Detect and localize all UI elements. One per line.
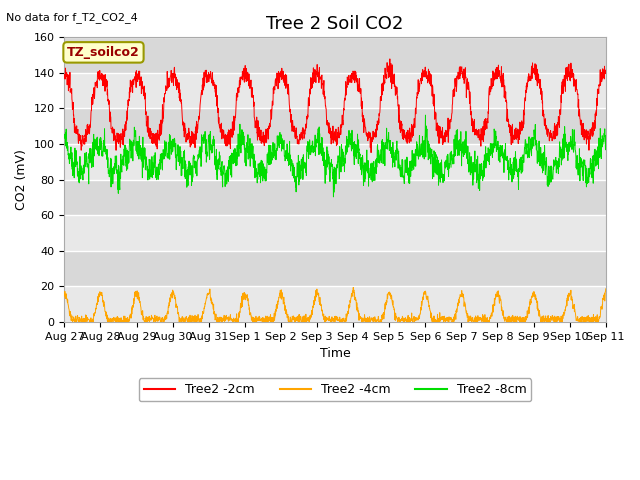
Tree2 -4cm: [349, 285, 357, 290]
Tree2 -8cm: [570, 148, 577, 154]
Tree2 -4cm: [61, 293, 68, 299]
Line: Tree2 -4cm: Tree2 -4cm: [65, 288, 605, 322]
Tree2 -8cm: [330, 194, 337, 200]
Tree2 -4cm: [602, 286, 609, 292]
Tree2 -8cm: [493, 143, 500, 149]
Y-axis label: CO2 (mV): CO2 (mV): [15, 149, 28, 210]
Line: Tree2 -8cm: Tree2 -8cm: [65, 115, 605, 197]
Bar: [65, 287, 605, 322]
Legend: Tree2 -2cm, Tree2 -4cm, Tree2 -8cm: Tree2 -2cm, Tree2 -4cm, Tree2 -8cm: [139, 378, 531, 401]
Tree2 -8cm: [363, 159, 371, 165]
Tree2 -2cm: [61, 74, 68, 80]
Bar: [65, 108, 605, 144]
Tree2 -8cm: [602, 132, 609, 138]
Tree2 -4cm: [493, 294, 500, 300]
Tree2 -2cm: [554, 114, 562, 120]
Bar: [65, 37, 605, 73]
Tree2 -8cm: [554, 171, 562, 177]
Title: Tree 2 Soil CO2: Tree 2 Soil CO2: [266, 15, 404, 33]
Tree2 -8cm: [211, 154, 219, 159]
Tree2 -2cm: [386, 56, 394, 62]
Tree2 -4cm: [363, 316, 371, 322]
Bar: [65, 144, 605, 180]
X-axis label: Time: Time: [320, 347, 351, 360]
Tree2 -2cm: [570, 77, 577, 83]
Tree2 -4cm: [351, 295, 359, 300]
Bar: [65, 251, 605, 287]
Tree2 -8cm: [422, 112, 429, 118]
Tree2 -2cm: [362, 132, 370, 138]
Tree2 -4cm: [212, 315, 220, 321]
Tree2 -4cm: [69, 319, 77, 325]
Tree2 -2cm: [351, 69, 358, 74]
Tree2 -4cm: [554, 317, 562, 323]
Bar: [65, 215, 605, 251]
Tree2 -2cm: [367, 150, 375, 156]
Tree2 -2cm: [493, 70, 500, 76]
Bar: [65, 73, 605, 108]
Bar: [65, 180, 605, 215]
Text: No data for f_T2_CO2_4: No data for f_T2_CO2_4: [6, 12, 138, 23]
Tree2 -4cm: [570, 303, 577, 309]
Tree2 -2cm: [602, 71, 609, 76]
Tree2 -8cm: [61, 135, 68, 141]
Tree2 -8cm: [351, 153, 358, 158]
Tree2 -2cm: [211, 90, 219, 96]
Text: TZ_soilco2: TZ_soilco2: [67, 46, 140, 59]
Line: Tree2 -2cm: Tree2 -2cm: [65, 59, 605, 153]
